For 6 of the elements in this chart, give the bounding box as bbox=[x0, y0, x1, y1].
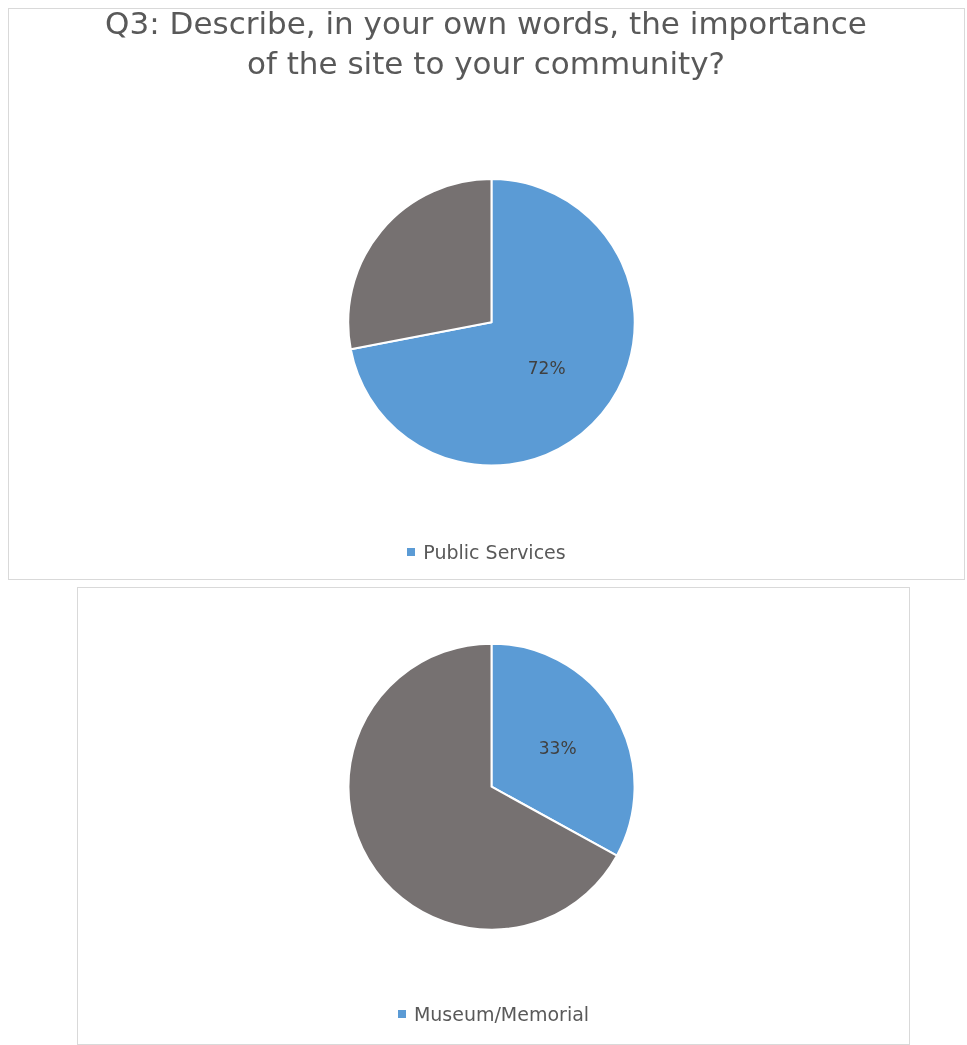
legend-label: Public Services bbox=[423, 541, 566, 563]
legend-label: Museum/Memorial bbox=[413, 1003, 590, 1025]
pie-slice bbox=[349, 178, 636, 467]
data-label: 33% bbox=[538, 737, 577, 758]
chart-title: Q3: Describe, in your own words, the importance of the site to your community? bbox=[105, 4, 867, 82]
data-label: 72% bbox=[527, 358, 566, 378]
